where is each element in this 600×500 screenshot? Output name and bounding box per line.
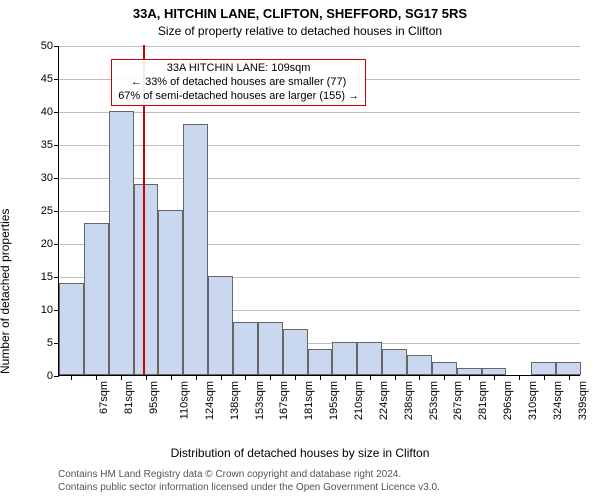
y-tick-label: 25	[41, 205, 53, 217]
histogram-bar	[308, 349, 333, 375]
x-tick-label: 339sqm	[577, 381, 589, 420]
y-tick-mark	[54, 211, 59, 212]
histogram-bar	[407, 355, 432, 375]
x-tick-mark	[270, 375, 271, 380]
x-tick-mark	[146, 375, 147, 380]
x-tick-label: 324sqm	[552, 381, 564, 420]
x-tick-mark	[569, 375, 570, 380]
x-tick-label: 138sqm	[229, 381, 241, 420]
grid-line	[59, 46, 580, 47]
annotation-line: 33A HITCHIN LANE: 109sqm	[118, 62, 359, 76]
y-tick-label: 15	[41, 271, 53, 283]
y-tick-mark	[54, 178, 59, 179]
x-tick-label: 153sqm	[254, 381, 266, 420]
histogram-bar	[134, 184, 159, 375]
histogram-bar	[233, 322, 258, 375]
x-tick-label: 238sqm	[403, 381, 415, 420]
y-tick-label: 0	[47, 370, 53, 382]
x-tick-mark	[96, 375, 97, 380]
annotation-line: ← 33% of detached houses are smaller (77…	[118, 76, 359, 90]
histogram-bar	[109, 111, 134, 375]
x-tick-mark	[295, 375, 296, 380]
x-tick-label: 195sqm	[328, 381, 340, 420]
footer-attribution: Contains HM Land Registry data © Crown c…	[58, 469, 440, 494]
x-tick-label: 267sqm	[453, 381, 465, 420]
histogram-bar	[482, 368, 507, 375]
y-tick-label: 40	[41, 106, 53, 118]
x-tick-mark	[221, 375, 222, 380]
x-tick-mark	[395, 375, 396, 380]
x-axis-label: Distribution of detached houses by size …	[0, 446, 600, 460]
x-tick-label: 281sqm	[477, 381, 489, 420]
plot-area: 0510152025303540455067sqm81sqm95sqm110sq…	[58, 46, 580, 376]
histogram-bar	[208, 276, 233, 375]
chart-title: 33A, HITCHIN LANE, CLIFTON, SHEFFORD, SG…	[0, 6, 600, 21]
x-tick-label: 210sqm	[353, 381, 365, 420]
x-tick-mark	[444, 375, 445, 380]
x-tick-label: 81sqm	[123, 381, 135, 414]
y-tick-label: 35	[41, 139, 53, 151]
annotation-box: 33A HITCHIN LANE: 109sqm← 33% of detache…	[111, 59, 366, 106]
footer-line-1: Contains HM Land Registry data © Crown c…	[58, 469, 440, 482]
histogram-bar	[382, 349, 407, 375]
y-tick-mark	[54, 376, 59, 377]
x-tick-mark	[469, 375, 470, 380]
x-tick-mark	[419, 375, 420, 380]
x-tick-label: 253sqm	[428, 381, 440, 420]
histogram-bar	[457, 368, 482, 375]
y-tick-label: 10	[41, 304, 53, 316]
grid-line	[59, 145, 580, 146]
x-tick-mark	[370, 375, 371, 380]
x-tick-label: 296sqm	[502, 381, 514, 420]
x-tick-label: 95sqm	[148, 381, 160, 414]
histogram-bar	[283, 329, 308, 375]
footer-line-2: Contains public sector information licen…	[58, 482, 440, 495]
y-tick-label: 20	[41, 238, 53, 250]
histogram-bar	[332, 342, 357, 375]
x-tick-mark	[245, 375, 246, 380]
y-tick-label: 30	[41, 172, 53, 184]
x-tick-mark	[320, 375, 321, 380]
histogram-bar	[84, 223, 109, 375]
x-tick-label: 181sqm	[303, 381, 315, 420]
histogram-bar	[183, 124, 208, 375]
x-tick-mark	[519, 375, 520, 380]
y-tick-mark	[54, 112, 59, 113]
histogram-bar	[556, 362, 581, 375]
histogram-bar	[357, 342, 382, 375]
x-tick-label: 110sqm	[178, 381, 190, 419]
x-tick-mark	[544, 375, 545, 380]
y-axis-label: Number of detached properties	[0, 208, 12, 373]
x-tick-label: 124sqm	[204, 381, 216, 420]
chart-container: 33A, HITCHIN LANE, CLIFTON, SHEFFORD, SG…	[0, 0, 600, 500]
y-tick-mark	[54, 79, 59, 80]
histogram-bar	[158, 210, 183, 375]
histogram-bar	[531, 362, 556, 375]
x-tick-mark	[171, 375, 172, 380]
y-tick-label: 5	[47, 337, 53, 349]
histogram-bar	[432, 362, 457, 375]
annotation-line: 67% of semi-detached houses are larger (…	[118, 90, 359, 104]
y-tick-mark	[54, 277, 59, 278]
grid-line	[59, 112, 580, 113]
x-tick-mark	[71, 375, 72, 380]
y-tick-mark	[54, 46, 59, 47]
x-tick-label: 167sqm	[279, 381, 291, 420]
y-tick-mark	[54, 244, 59, 245]
y-tick-label: 45	[41, 73, 53, 85]
histogram-bar	[59, 283, 84, 375]
x-tick-label: 67sqm	[98, 381, 110, 414]
x-tick-mark	[196, 375, 197, 380]
histogram-bar	[258, 322, 283, 375]
x-tick-mark	[494, 375, 495, 380]
x-tick-mark	[121, 375, 122, 380]
y-tick-mark	[54, 145, 59, 146]
chart-subtitle: Size of property relative to detached ho…	[0, 24, 600, 38]
x-tick-mark	[345, 375, 346, 380]
x-tick-label: 224sqm	[378, 381, 390, 420]
y-tick-label: 50	[41, 40, 53, 52]
x-tick-label: 310sqm	[527, 381, 539, 420]
grid-line	[59, 178, 580, 179]
